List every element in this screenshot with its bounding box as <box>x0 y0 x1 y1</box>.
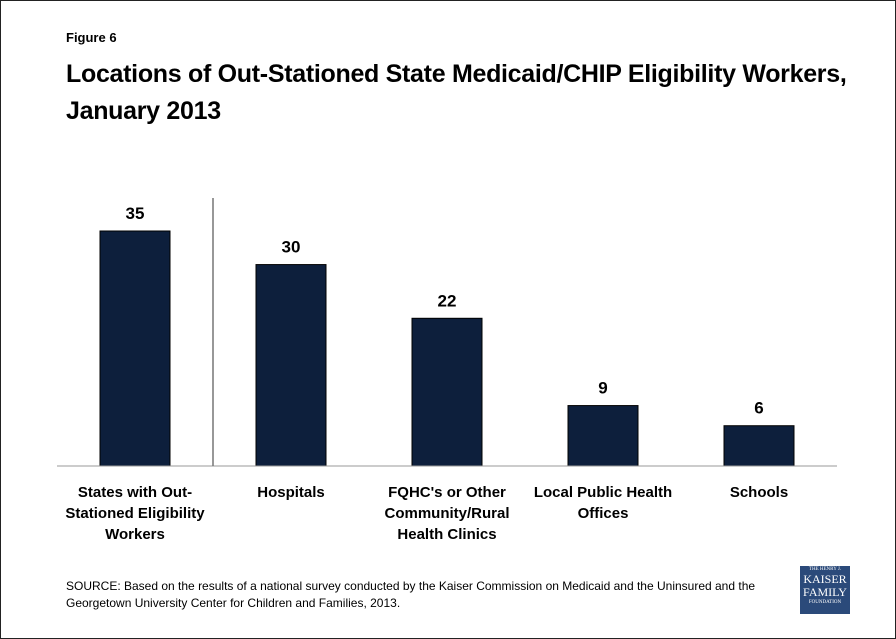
logo: THE HENRY J. KAISER FAMILY FOUNDATION <box>800 566 850 614</box>
logo-text: THE HENRY J. <box>808 567 842 572</box>
logo-text: KAISER <box>803 572 847 586</box>
data-label: 6 <box>754 399 763 418</box>
bar <box>255 264 327 467</box>
bar <box>411 317 483 467</box>
x-tick-label: Schools <box>729 484 789 501</box>
figure-label: Figure 6 <box>66 30 117 45</box>
data-label: 9 <box>598 379 607 398</box>
x-tick-label: States with Out-Stationed Eligibility Wo… <box>65 484 205 543</box>
logo-text: FAMILY <box>803 585 847 599</box>
x-tick-label: FQHC's or Other Community/Rural Health C… <box>384 484 510 543</box>
logo-text: FOUNDATION <box>808 600 842 605</box>
bar <box>567 405 639 467</box>
bar <box>99 230 171 467</box>
source-note: SOURCE: Based on the results of a nation… <box>66 579 756 610</box>
bar <box>723 425 795 467</box>
data-label: 30 <box>282 238 301 257</box>
data-label: 35 <box>126 204 145 223</box>
x-tick-label: Hospitals <box>257 484 325 501</box>
chart-title: Locations of Out-Stationed State Medicai… <box>66 60 847 125</box>
x-tick-label: Local Public Health Offices <box>533 484 673 522</box>
data-label: 22 <box>438 291 457 310</box>
